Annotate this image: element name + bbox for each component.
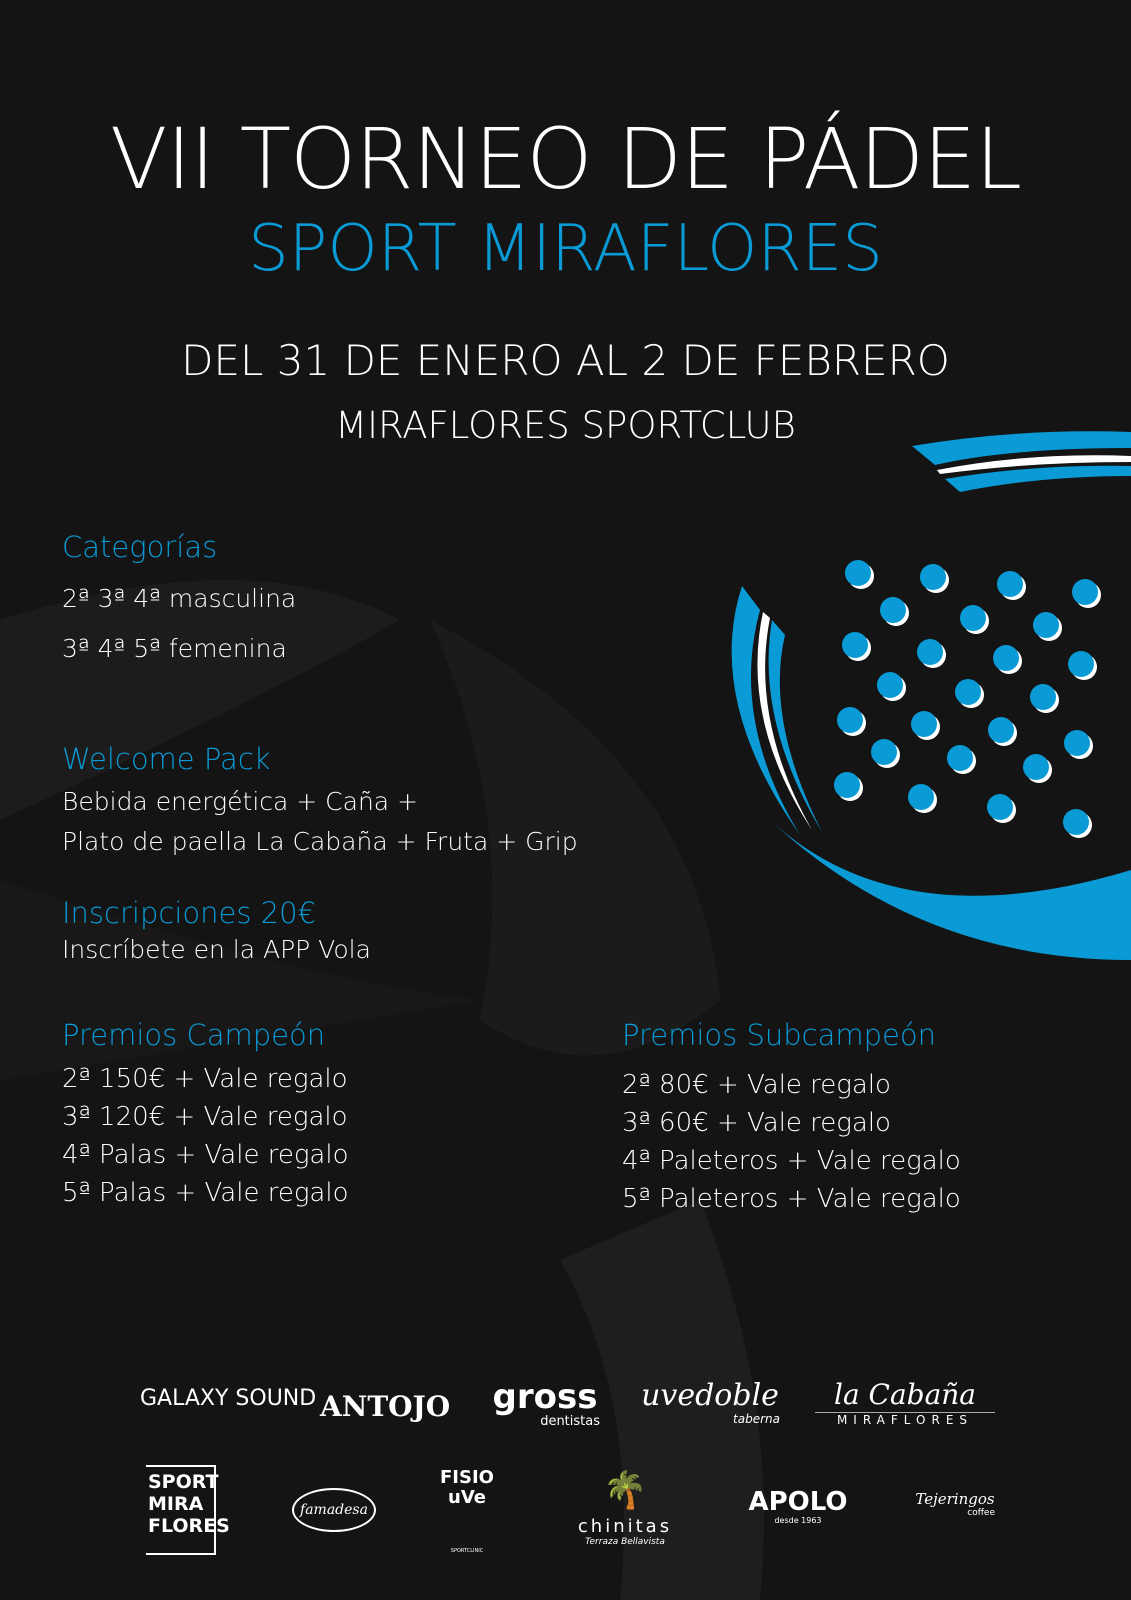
champion-prize-item: 3ª 120€ + Vale regalo (62, 1102, 348, 1132)
racket-hole (920, 564, 946, 590)
sponsor-logo-galaxy-sound: GALAXY SOUND (140, 1386, 317, 1411)
runner-up-prize-item: 3ª 60€ + Vale regalo (622, 1108, 891, 1138)
racket-hole (947, 745, 973, 771)
racket-hole (1030, 684, 1056, 710)
sponsor-tag: MIRAFLORES (836, 1413, 974, 1427)
sponsor-logo-uvedoble: uvedoble taberna (640, 1378, 780, 1427)
champion-prizes-heading: Premios Campeón (62, 1018, 326, 1052)
racket-hole (988, 717, 1014, 743)
racket-hole (1072, 579, 1098, 605)
palm-tree-icon: 🌴 (602, 1470, 648, 1511)
sponsor-logo-famadesa: famadesa (292, 1488, 376, 1532)
racket-hole (987, 794, 1013, 820)
champion-prize-item: 5ª Palas + Vale regalo (62, 1178, 349, 1208)
racket-hole (955, 679, 981, 705)
racket-hole (837, 707, 863, 733)
sponsor-logo-antojo: ANTOJO (320, 1390, 451, 1423)
sponsor-name: gross (492, 1377, 598, 1417)
event-venue: MIRAFLORES SPORTCLUB (335, 404, 796, 447)
racket-hole (960, 605, 986, 631)
sponsor-logo-tejeringos: Tejeringos coffee (915, 1490, 995, 1518)
sponsor-logo-chinitas: 🌴 chinitas Terraza Bellavista (575, 1466, 675, 1547)
champion-prize-item: 2ª 150€ + Vale regalo (62, 1064, 348, 1094)
category-item: 3ª 4ª 5ª femenina (62, 634, 287, 663)
racket-hole (1033, 612, 1059, 638)
sponsor-tag: Terraza Bellavista (585, 1537, 665, 1547)
sponsor-name: APOLO (748, 1487, 848, 1517)
racket-hole (880, 597, 906, 623)
racket-hole (845, 560, 871, 586)
racket-hole (1063, 809, 1089, 835)
runner-up-prize-item: 5ª Paleteros + Vale regalo (622, 1184, 961, 1214)
racket-hole (908, 784, 934, 810)
sponsor-name: chinitas (577, 1516, 673, 1537)
racket-hole (871, 739, 897, 765)
page-subtitle: SPORT MIRAFLORES (248, 212, 883, 286)
welcome-pack-line: Plato de paella La Cabaña + Fruta + Grip (62, 827, 578, 856)
sponsor-tag: coffee (967, 1508, 995, 1518)
sponsor-tag: dentistas (540, 1414, 600, 1429)
sponsor-logo-fisio-uve: FISIO uVe SPORTCLINIC (432, 1467, 502, 1555)
sponsor-name: FISIO uVe (440, 1467, 494, 1508)
sponsor-logo-la-cabana: la Cabaña MIRAFLORES (815, 1378, 995, 1427)
sponsor-name: la Cabaña (815, 1378, 995, 1413)
racket-hole (877, 672, 903, 698)
category-item: 2ª 3ª 4ª masculina (62, 584, 297, 613)
sponsor-logo-sport-miraflores: SPORT MIRA FLORES (146, 1465, 230, 1555)
racket-hole (993, 645, 1019, 671)
page-title: VII TORNEO DE PÁDEL (110, 110, 1022, 208)
sponsor-tag: SPORTCLINIC (450, 1548, 484, 1554)
sponsor-logo-gross: gross dentistas (490, 1380, 600, 1429)
sponsor-name: uvedoble (641, 1378, 779, 1413)
racket-hole (917, 639, 943, 665)
welcome-pack-line: Bebida energética + Caña + (62, 787, 419, 816)
categories-heading: Categorías (62, 530, 218, 564)
sponsor-name: Tejeringos (915, 1490, 995, 1508)
sponsor-logo-apolo: APOLO desde 1963 (738, 1488, 858, 1525)
champion-prize-item: 4ª Palas + Vale regalo (62, 1140, 349, 1170)
inscriptions-text: Inscríbete en la APP Vola (62, 935, 371, 964)
racket-hole (834, 772, 860, 798)
racket-hole (911, 711, 937, 737)
runner-up-prize-item: 4ª Paleteros + Vale regalo (622, 1146, 961, 1176)
racket-hole (842, 632, 868, 658)
runner-up-prize-item: 2ª 80€ + Vale regalo (622, 1070, 891, 1100)
racket-hole (1068, 651, 1094, 677)
racket-hole (1064, 730, 1090, 756)
event-dates: DEL 31 DE ENERO AL 2 DE FEBRERO (181, 336, 950, 385)
sponsor-tag: desde 1963 (774, 1516, 822, 1525)
inscriptions-heading: Inscripciones 20€ (62, 896, 317, 930)
welcome-pack-heading: Welcome Pack (62, 742, 271, 776)
sponsor-tag: taberna (733, 1412, 780, 1426)
racket-hole (1023, 754, 1049, 780)
racket-hole (997, 571, 1023, 597)
runner-up-prizes-heading: Premios Subcampeón (622, 1018, 937, 1052)
